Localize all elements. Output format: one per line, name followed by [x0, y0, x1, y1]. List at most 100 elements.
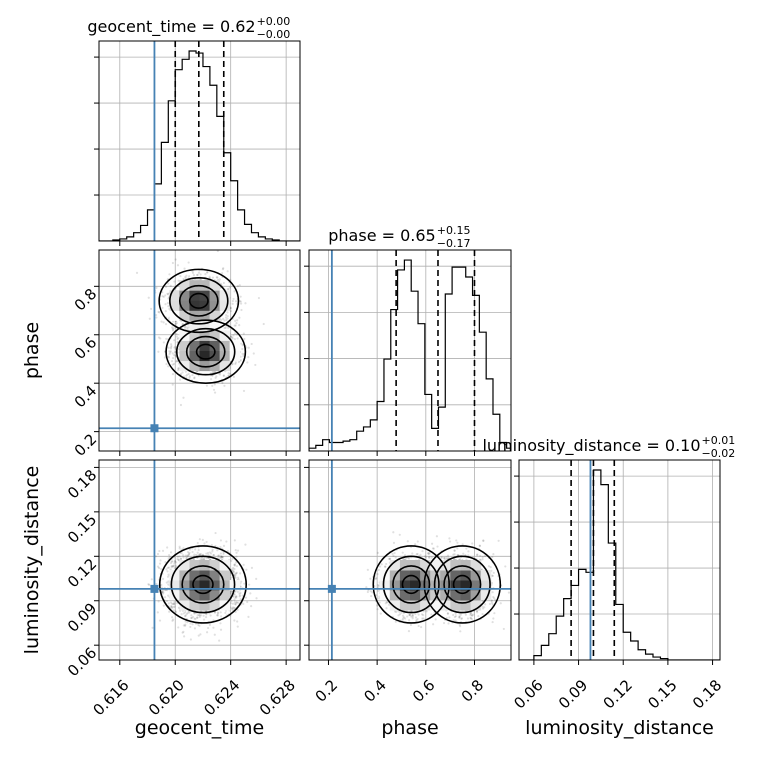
scatter-point	[226, 311, 229, 314]
scatter-point	[232, 334, 235, 337]
scatter-point	[185, 557, 188, 560]
scatter-point	[218, 556, 222, 559]
density-cell	[199, 360, 211, 372]
contours	[158, 545, 248, 624]
scatter-point	[239, 591, 242, 595]
scatter-point	[177, 558, 180, 561]
scatter-point	[155, 316, 158, 319]
scatter-point	[226, 270, 229, 273]
scatter-point	[174, 345, 177, 348]
scatter-point	[148, 317, 151, 320]
scatter-point	[244, 543, 247, 546]
scatter-point	[158, 566, 161, 570]
scatter-point	[195, 553, 198, 557]
density-cell	[209, 320, 221, 331]
scatter-point	[179, 403, 183, 407]
scatter-point	[170, 605, 174, 608]
scatter-point	[239, 598, 242, 601]
scatter-point	[165, 581, 168, 584]
scatter-point	[222, 374, 225, 378]
histogram-panel-luminosity_distance: 0.06 0.09 0.12 0.15 0.18luminosity_distance …	[482, 434, 735, 712]
panel-title: phase = 0.65 +0.15−0.17	[328, 224, 470, 250]
scatter-point	[174, 322, 178, 326]
scatter-point	[217, 554, 221, 557]
scatter-point	[377, 568, 380, 572]
scatter-point	[164, 561, 167, 564]
scatter-point	[208, 623, 212, 626]
scatter-point	[255, 597, 258, 600]
scatter-point	[171, 565, 174, 568]
scatter-point	[214, 376, 217, 379]
density-cell	[219, 330, 231, 341]
scatter-point	[179, 378, 182, 381]
scatter-point	[214, 611, 217, 614]
scatter-point	[243, 337, 246, 341]
scatter-point	[236, 576, 240, 579]
x-tick-label: 0.616	[89, 676, 132, 719]
density-cell	[179, 310, 190, 321]
scatter-point	[186, 621, 189, 624]
scatter-point	[230, 576, 234, 579]
scatter-point	[172, 565, 175, 568]
scatter-point	[218, 639, 221, 642]
scatter-point	[197, 278, 200, 281]
scatter-point	[428, 556, 431, 559]
scatter-point	[173, 280, 176, 283]
scatter-point	[262, 322, 265, 326]
scatter-point	[228, 286, 231, 289]
scatter-point	[199, 614, 203, 617]
scatter-point	[232, 566, 235, 570]
scatter-point	[170, 560, 173, 563]
scatter-point	[238, 324, 241, 327]
scatter-point	[216, 614, 219, 617]
scatter-point	[205, 631, 209, 634]
scatter-point	[183, 267, 186, 270]
scatter-point	[171, 261, 174, 265]
scatter-point	[221, 555, 224, 559]
scatter-point	[206, 551, 210, 555]
density-cell	[199, 350, 211, 362]
contour-level	[192, 574, 214, 595]
scatter-point	[172, 609, 175, 612]
scatter-point	[190, 616, 193, 620]
scatter-point	[238, 595, 241, 598]
scatter-point	[201, 538, 204, 541]
scatter-point	[467, 554, 470, 557]
density-cell	[229, 340, 241, 351]
scatter-point	[236, 285, 239, 288]
scatter-point	[246, 600, 249, 604]
scatter-point	[191, 550, 194, 554]
scatter-point	[155, 313, 158, 317]
density-cell	[199, 590, 211, 601]
scatter-point	[469, 612, 472, 615]
scatter-point	[235, 601, 238, 604]
scatter-point	[218, 373, 222, 376]
scatter-point	[155, 582, 158, 586]
scatter-point	[365, 586, 368, 589]
scatter-point	[195, 616, 199, 619]
density-cell	[189, 340, 200, 351]
scatter-point	[229, 602, 232, 605]
title-main: phase = 0.65	[328, 226, 435, 245]
histogram-series	[519, 469, 720, 660]
scatter-point	[234, 590, 237, 593]
scatter-point	[255, 577, 258, 580]
scatter-point	[157, 336, 161, 339]
scatter-point	[197, 271, 201, 274]
scatter-point	[171, 619, 174, 622]
title-sub: −0.02	[702, 447, 736, 460]
scatter-point	[198, 538, 201, 541]
scatter-point	[201, 553, 205, 556]
scatter-point	[238, 592, 241, 595]
scatter-point	[157, 310, 160, 314]
density-cell	[219, 570, 231, 581]
scatter-point	[223, 319, 226, 322]
scatter-point	[216, 611, 220, 614]
density-cell	[189, 600, 200, 611]
scatter-point	[220, 556, 223, 559]
scatter-point	[192, 557, 195, 561]
scatter-point	[208, 275, 211, 278]
scatter-point	[234, 597, 237, 600]
scatter-point	[250, 342, 253, 346]
scatter-point	[219, 545, 222, 549]
